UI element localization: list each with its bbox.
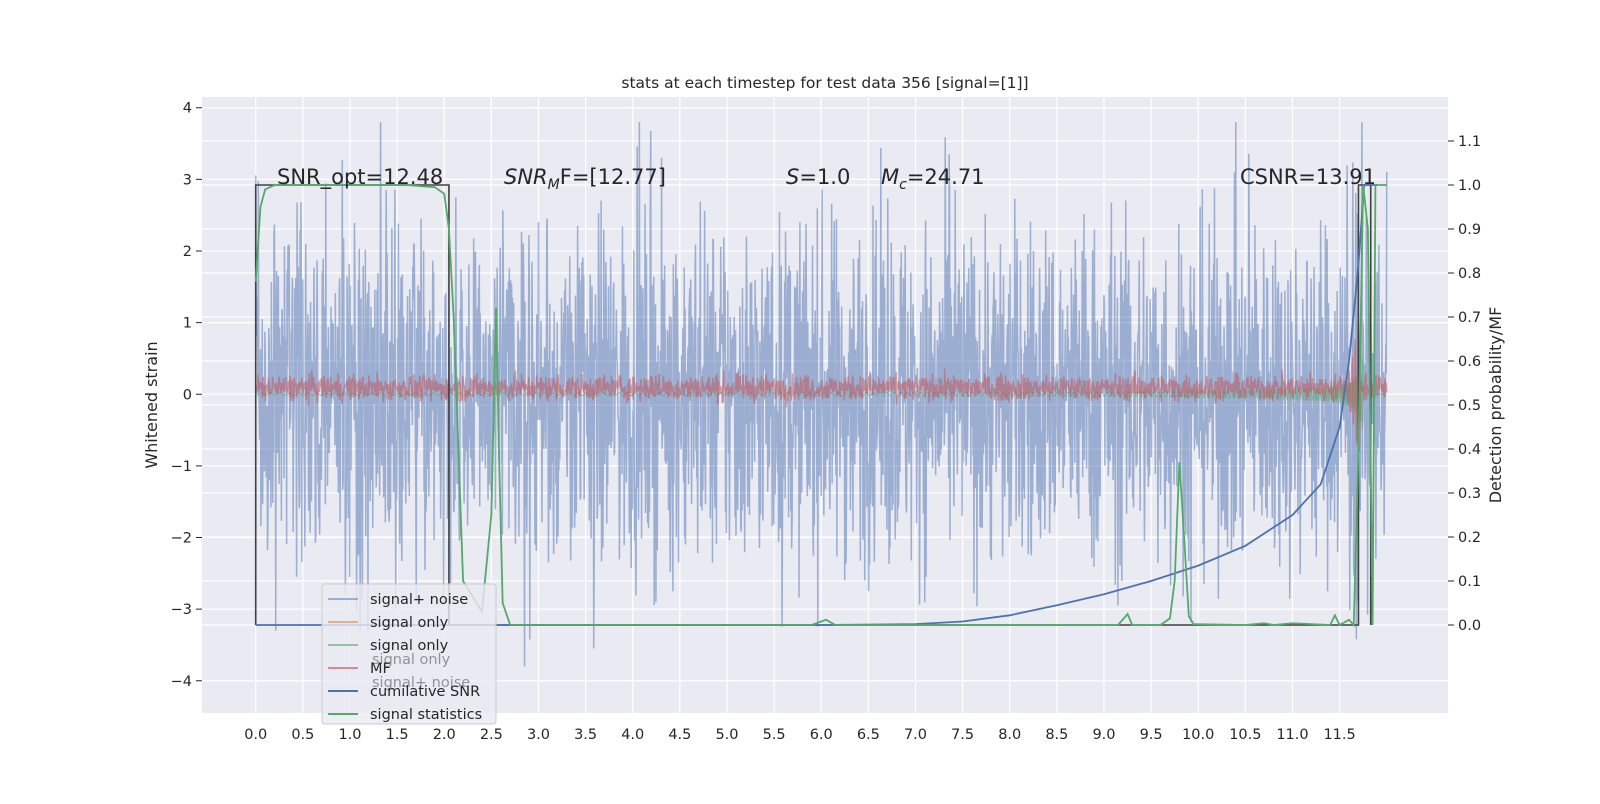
x-tick-label: 5.5 [763, 727, 786, 743]
series-layer [254, 122, 1388, 667]
legend-label: signal only [370, 638, 449, 654]
y-tick-label-left: −2 [171, 531, 192, 547]
x-tick-label: 9.5 [1140, 727, 1163, 743]
y-tick-label-right: 1.1 [1458, 134, 1481, 150]
y-tick-label-right: 1.0 [1458, 178, 1481, 194]
x-tick-label: 8.5 [1045, 727, 1068, 743]
legend-ghost-1: signal+ noise [372, 675, 470, 691]
x-tick-label: 1.0 [338, 727, 361, 743]
y-tick-label-right: 0.6 [1458, 354, 1481, 370]
annotation-mc-sub: c [899, 177, 907, 193]
y-tick-label-right: 0.3 [1458, 486, 1481, 502]
x-tick-label: 4.0 [621, 727, 644, 743]
y-tick-label-right: 0.1 [1458, 574, 1481, 590]
x-tick-label: 0.5 [291, 727, 314, 743]
annotation-s-rest: =1.0 [799, 165, 850, 189]
x-axis-ticks: 0.0 0.5 1.0 1.5 2.0 2.5 3.0 3.5 4.0 4.5 5.0 5.5 6.0 6… [244, 727, 1356, 743]
annotation-snr-mf-sub: M [548, 177, 560, 193]
y-tick-label-right: 0.8 [1458, 266, 1481, 282]
legend-label: signal statistics [370, 707, 482, 723]
legend-label: signal+ noise [370, 592, 468, 608]
legend-label: MF [370, 661, 391, 677]
y-axis-label-right: Detection probability/MF [1486, 307, 1505, 504]
y-tick-label-left: 2 [183, 244, 192, 260]
x-tick-label: 11.0 [1276, 727, 1308, 743]
annotation-mc-var: M [881, 165, 899, 189]
x-tick-label: 6.5 [857, 727, 880, 743]
x-tick-label: 8.0 [998, 727, 1021, 743]
x-tick-label: 7.5 [951, 727, 974, 743]
series-cumulative-snr [255, 184, 1378, 626]
x-tick-label: 11.5 [1323, 727, 1355, 743]
y-tick-label-left: −1 [171, 459, 192, 475]
x-tick-label: 3.0 [527, 727, 550, 743]
annotation-mc-rest: =24.71 [907, 165, 985, 189]
x-tick-label: 2.0 [433, 727, 456, 743]
y-tick-label-left: 1 [183, 316, 192, 332]
annotation-snr-mf-base: SNR [504, 165, 548, 189]
series-signal-statistics [254, 184, 1387, 628]
y-tick-label-right: 0.2 [1458, 530, 1481, 546]
annotation-s: S=1.0 [786, 165, 850, 189]
y-tick-label-left: 0 [183, 387, 192, 403]
x-tick-label: 4.5 [668, 727, 691, 743]
legend-box [321, 583, 497, 725]
x-tick-label: 0.0 [244, 727, 267, 743]
y-tick-label-right: 0.4 [1458, 442, 1481, 458]
y-tick-label-right: 0.7 [1458, 310, 1481, 326]
x-tick-label: 10.5 [1229, 727, 1261, 743]
y-tick-label-left: 3 [183, 172, 192, 188]
y-tick-label-left: −3 [171, 602, 192, 618]
y-axis-left-ticks: 4 3 2 1 0 −1 −2 −3 −4 [171, 101, 202, 690]
x-tick-label: 9.0 [1092, 727, 1115, 743]
y-tick-label-left: −4 [171, 674, 192, 690]
x-tick-label: 6.0 [810, 727, 833, 743]
x-tick-label: 1.5 [386, 727, 409, 743]
x-tick-label: 7.0 [904, 727, 927, 743]
series-mf [254, 321, 1388, 452]
x-tick-label: 3.5 [574, 727, 597, 743]
y-tick-label-right: 0.5 [1458, 398, 1481, 414]
annotation-csnr: CSNR=13.91 [1240, 165, 1376, 189]
y-axis-right-ticks: 1.1 1.0 0.9 0.8 0.7 0.6 0.5 0.4 0.3 0.2 0.1 0.0 [1448, 134, 1481, 634]
y-tick-label-right: 0.0 [1458, 618, 1481, 634]
legend-ghost-2: signal only [372, 652, 451, 668]
annotation-mc: Mc=24.71 [881, 165, 985, 193]
legend-label: signal only [370, 615, 449, 631]
annotation-snr-opt: SNR_opt=12.48 [277, 165, 443, 190]
y-tick-label-right: 0.9 [1458, 222, 1481, 238]
y-tick-label-left: 4 [183, 101, 192, 117]
annotation-snr-mf: SNRMF=[12.77] [504, 165, 666, 193]
annotation-s-var: S [786, 165, 799, 189]
annotation-snr-mf-rest: F=[12.77] [560, 165, 666, 189]
series-signal-noise [254, 122, 1388, 667]
annotations: SNR_opt=12.48 SNRMF=[12.77] S=1.0 Mc=24.… [277, 165, 1376, 193]
legend: signal+ noise signal only signal+ noise s… [321, 583, 497, 725]
chart-title: stats at each timestep for test data 356… [621, 74, 1028, 92]
x-tick-label: 10.0 [1182, 727, 1214, 743]
legend-label: cumilative SNR [370, 684, 480, 700]
y-axis-label-left: Whitened strain [142, 341, 161, 468]
x-tick-label: 5.0 [715, 727, 738, 743]
x-tick-label: 2.5 [480, 727, 503, 743]
